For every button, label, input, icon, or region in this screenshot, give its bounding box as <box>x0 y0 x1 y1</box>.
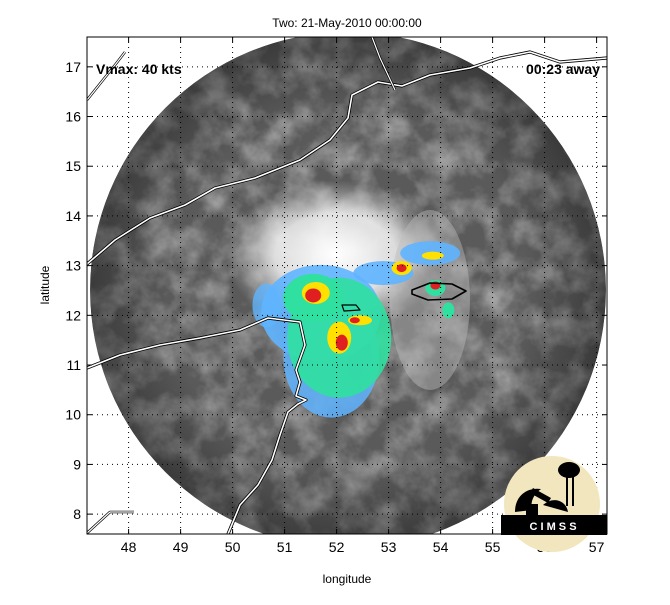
x-tick-label: 48 <box>121 539 137 555</box>
precip-cell <box>421 251 444 260</box>
y-tick-label: 15 <box>65 158 81 174</box>
coastline-socotra <box>411 282 467 301</box>
precip-cell <box>349 317 360 324</box>
y-axis-label: latitude <box>38 265 52 304</box>
y-tick-label: 17 <box>65 59 81 75</box>
precip-cell <box>305 288 322 303</box>
x-axis-label: longitude <box>323 572 372 586</box>
x-tick-label: 53 <box>381 539 397 555</box>
coastlines <box>87 37 607 534</box>
y-tick-label: 12 <box>65 307 81 323</box>
coastline-small-island <box>341 304 361 312</box>
y-tick-label: 14 <box>65 208 81 224</box>
precip-cell <box>442 302 455 319</box>
precip-cell <box>335 334 348 351</box>
radar-precipitation <box>252 241 461 418</box>
time-away-label: 00:23 away <box>526 61 600 77</box>
x-tick-label: 54 <box>433 539 449 555</box>
lat-lon-grid <box>87 37 607 534</box>
x-tick-label: 55 <box>485 539 501 555</box>
y-tick-label: 10 <box>65 407 81 423</box>
map-axes <box>87 37 607 534</box>
x-tick-label: 50 <box>225 539 241 555</box>
cimss-logo: C I M S S <box>501 456 607 552</box>
x-tick-label: 51 <box>277 539 293 555</box>
y-tick-label: 11 <box>66 357 81 373</box>
axis-ticks: 48495051525354555657891011121314151617 <box>65 37 607 555</box>
precip-cell <box>396 264 407 273</box>
cimss-logo-text: C I M S S <box>529 521 576 533</box>
precip-cell <box>252 283 281 328</box>
y-tick-label: 9 <box>73 456 81 472</box>
y-tick-label: 13 <box>65 258 81 274</box>
x-tick-label: 57 <box>589 539 605 555</box>
plot-title: Two: 21-May-2010 00:00:00 <box>272 16 422 30</box>
y-tick-label: 8 <box>73 506 81 522</box>
vmax-label: Vmax: 40 kts <box>96 61 182 77</box>
x-tick-label: 49 <box>173 539 189 555</box>
x-tick-label: 52 <box>329 539 345 555</box>
axes-frame <box>86 36 608 535</box>
y-tick-label: 16 <box>65 109 81 125</box>
